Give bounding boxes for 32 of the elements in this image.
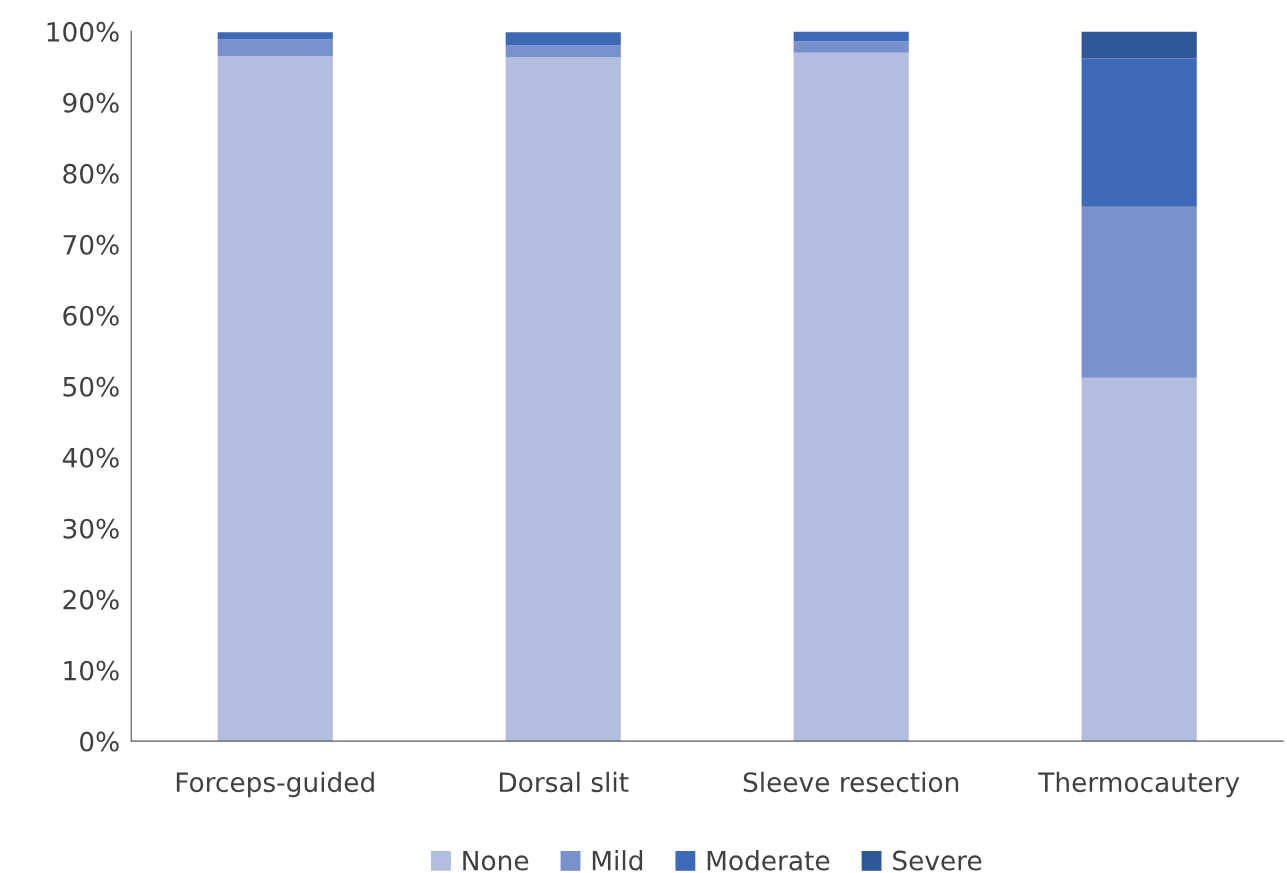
bar [217,39,333,57]
y-tick-label: 80% [63,163,119,184]
x-tick-label: Thermocautery [1038,771,1240,798]
legend-label: Severe [893,850,982,871]
y-tick-label: 20% [63,589,119,610]
y-tick-label: 40% [62,447,119,468]
legend-label: Mild [592,850,643,871]
y-tick-label: 100% [47,21,119,42]
legend-label: None [463,850,529,871]
bar [217,32,333,40]
bar [505,56,621,742]
legend-label: Moderate [707,850,830,871]
bar [1081,31,1197,59]
bar [793,52,909,742]
bar [505,32,621,46]
y-tick-label: 60% [63,305,119,326]
bar [505,45,621,57]
x-tick-label: Sleeve resection [743,771,959,793]
bar [217,56,333,742]
x-tick-label: Dorsal slit [499,771,629,793]
bar [1081,58,1197,207]
y-tick-label: 0% [80,731,119,752]
y-tick-label: 50% [63,376,119,397]
y-tick-label: 70% [63,234,119,255]
bar [1081,206,1197,378]
x-tick-label: Forceps-guided [176,771,374,798]
bar [1081,377,1197,742]
y-tick-label: 10% [64,660,119,681]
y-tick-label: 90% [63,92,119,113]
y-tick-label: 30% [63,518,119,539]
bar [793,31,909,42]
bar [793,41,909,53]
